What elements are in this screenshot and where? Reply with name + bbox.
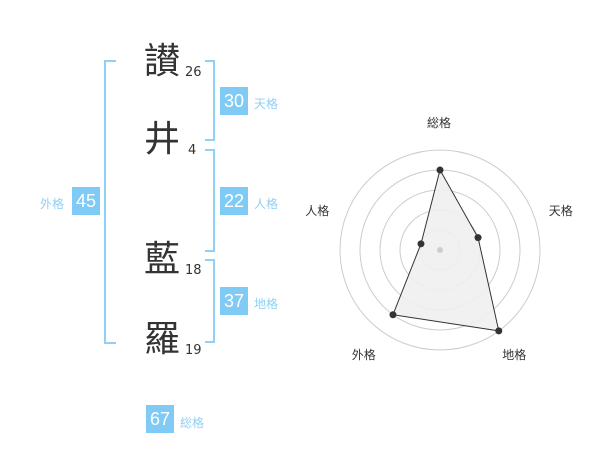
radar-point-3 — [389, 311, 397, 319]
radar-center — [437, 247, 443, 253]
radar-axis-label: 外格 — [351, 347, 376, 362]
gaikaku-value: 45 — [72, 187, 100, 215]
tenkaku-bracket — [205, 60, 215, 141]
radar-point-0 — [436, 166, 444, 174]
radar-point-1 — [474, 234, 482, 242]
radar-ring — [339, 149, 541, 351]
stroke-count-1: 26 — [185, 65, 202, 80]
tenkaku-label: 天格 — [254, 97, 279, 111]
radar-axis-label: 天格 — [548, 204, 573, 219]
radar-area — [392, 168, 500, 332]
jinkaku-bracket — [205, 149, 215, 252]
gaikaku-label: 外格 — [40, 197, 65, 211]
name-char-3: 藍 — [143, 239, 180, 280]
stroke-count-3: 18 — [185, 263, 202, 278]
name-char-1: 讃 — [143, 41, 180, 82]
radar-point-4 — [417, 240, 425, 248]
radar-axis-label: 総格 — [427, 116, 452, 130]
name-char-4: 羅 — [143, 319, 180, 360]
tenkaku-value: 30 — [220, 87, 248, 115]
chikaku-value: 37 — [220, 287, 248, 315]
gaikaku-bracket — [104, 60, 116, 344]
chikaku-bracket — [205, 259, 215, 343]
jinkaku-value: 22 — [220, 187, 248, 215]
chikaku-label: 地格 — [254, 297, 279, 311]
jinkaku-label: 人格 — [254, 197, 279, 211]
radar-point-2 — [495, 327, 503, 335]
radar-axis-label: 人格 — [305, 204, 330, 219]
soukaku-label: 総格 — [180, 416, 205, 430]
soukaku-value: 67 — [146, 405, 174, 433]
radar-axis-label: 地格 — [502, 347, 527, 362]
stroke-count-4: 19 — [185, 343, 202, 358]
stroke-count-2: 4 — [188, 143, 197, 158]
name-char-2: 井 — [143, 119, 180, 160]
